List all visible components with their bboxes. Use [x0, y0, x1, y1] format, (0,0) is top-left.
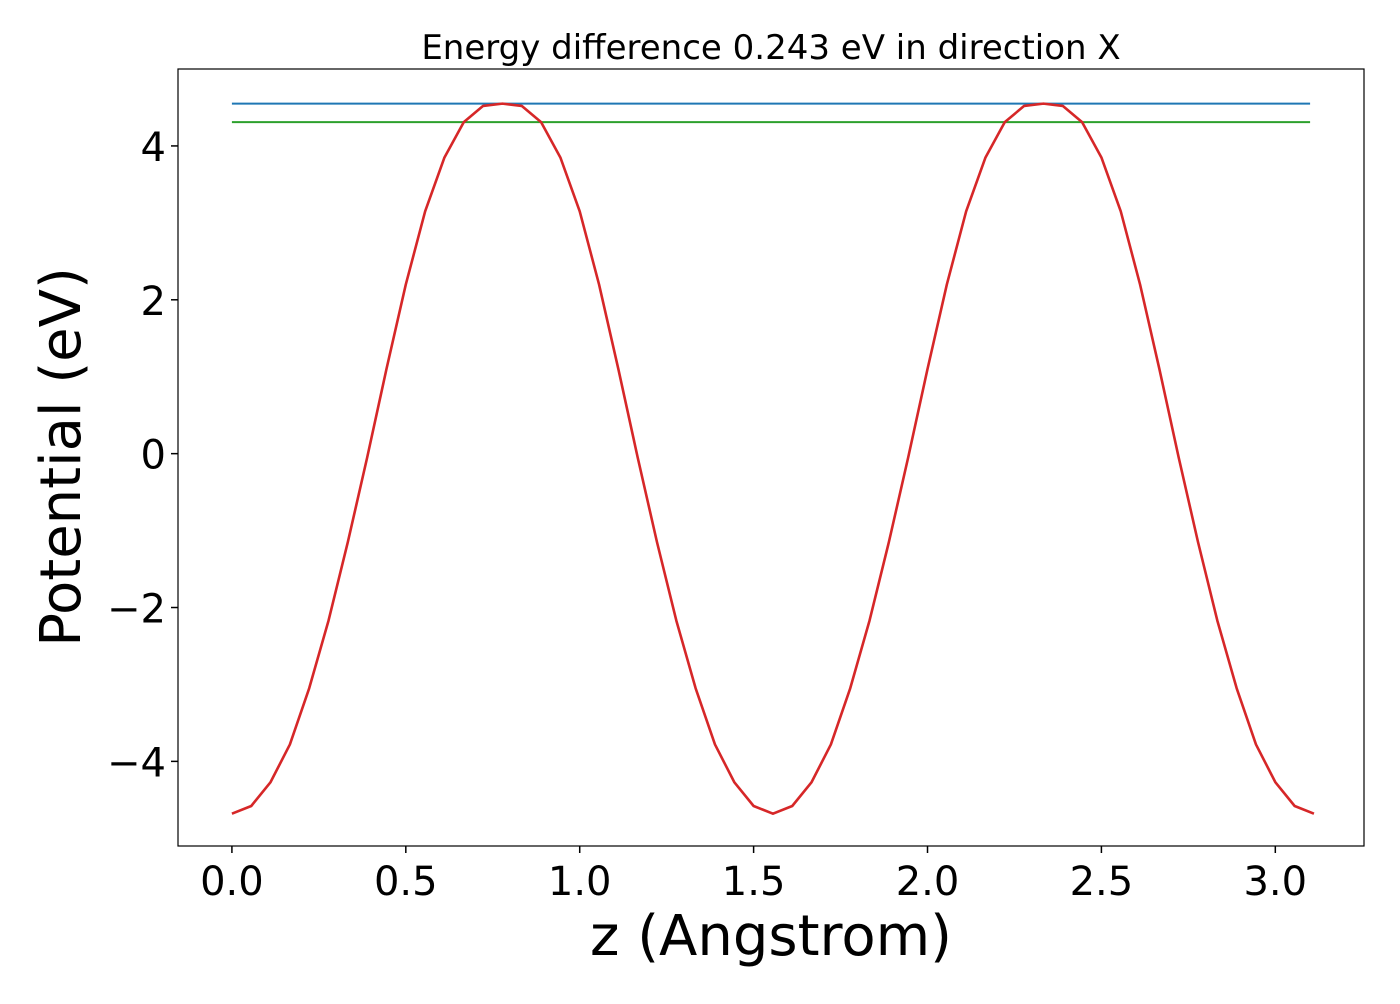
- y-tick-label: 2: [141, 279, 166, 325]
- x-axis-label: z (Angstrom): [590, 904, 952, 969]
- x-tick-label: 1.0: [548, 859, 612, 905]
- y-axis-ticks: 4 2 0 −2 −4: [107, 125, 178, 786]
- x-tick-label: 3.0: [1243, 859, 1307, 905]
- y-tick-label: −2: [107, 587, 166, 633]
- x-tick-label: 0.0: [200, 859, 264, 905]
- series-line-potential: [231, 102, 1315, 815]
- y-tick-label: 0: [141, 433, 166, 479]
- axes-frame: [177, 68, 1365, 847]
- x-tick-label: 2.5: [1070, 859, 1134, 905]
- x-tick-label: 2.0: [896, 859, 960, 905]
- y-tick-label: 4: [141, 125, 166, 171]
- x-tick-label: 0.5: [374, 859, 438, 905]
- chart-title: Energy difference 0.243 eV in direction …: [421, 28, 1120, 68]
- plot-area: [177, 68, 1365, 847]
- series-layer: [231, 102, 1315, 815]
- x-axis-ticks: 0.0 0.5 1.0 1.5 2.0 2.5 3.0: [200, 846, 1307, 905]
- x-tick-label: 1.5: [722, 859, 786, 905]
- y-tick-label: −4: [107, 740, 166, 786]
- y-axis-label: Potential (eV): [29, 267, 94, 647]
